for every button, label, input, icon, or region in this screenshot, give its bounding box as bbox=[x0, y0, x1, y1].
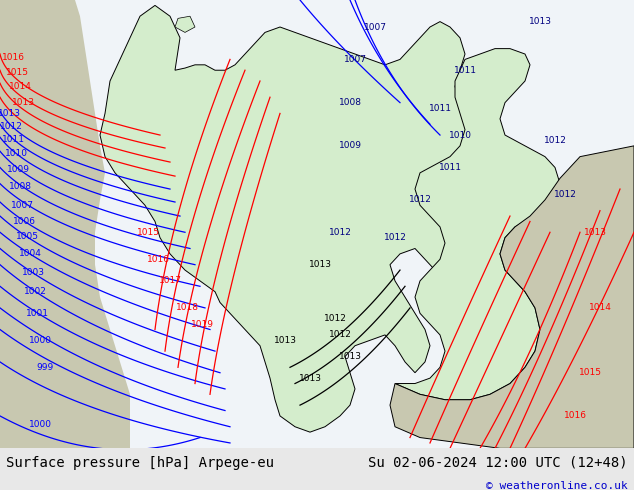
Text: 1007: 1007 bbox=[11, 201, 34, 210]
Text: 1012: 1012 bbox=[384, 233, 406, 242]
Polygon shape bbox=[390, 146, 634, 448]
Text: 1018: 1018 bbox=[176, 303, 198, 313]
Text: 1009: 1009 bbox=[6, 165, 30, 174]
Text: Su 02-06-2024 12:00 UTC (12+48): Su 02-06-2024 12:00 UTC (12+48) bbox=[368, 456, 628, 470]
Text: 1011: 1011 bbox=[429, 103, 451, 113]
Text: 1009: 1009 bbox=[339, 141, 361, 150]
Text: 1011: 1011 bbox=[453, 66, 477, 74]
Text: 1004: 1004 bbox=[18, 249, 41, 258]
Text: 1000: 1000 bbox=[29, 336, 51, 345]
Text: 999: 999 bbox=[36, 363, 54, 372]
Text: Surface pressure [hPa] Arpege-eu: Surface pressure [hPa] Arpege-eu bbox=[6, 456, 275, 470]
Text: 1003: 1003 bbox=[22, 268, 44, 277]
Text: 1008: 1008 bbox=[8, 182, 32, 192]
Text: 1016: 1016 bbox=[146, 255, 169, 264]
Text: 1012: 1012 bbox=[543, 136, 566, 145]
Text: 1005: 1005 bbox=[15, 232, 39, 241]
Text: 1014: 1014 bbox=[588, 303, 611, 313]
Text: 1016: 1016 bbox=[1, 53, 25, 62]
Text: 1019: 1019 bbox=[190, 319, 214, 329]
Text: 1016: 1016 bbox=[564, 412, 586, 420]
Text: 1010: 1010 bbox=[4, 149, 27, 158]
Text: 1013: 1013 bbox=[529, 17, 552, 26]
Text: 1006: 1006 bbox=[13, 217, 36, 226]
Text: 1013: 1013 bbox=[11, 98, 34, 107]
Text: 1013: 1013 bbox=[583, 228, 607, 237]
Text: 1000: 1000 bbox=[29, 420, 51, 429]
Text: 1013: 1013 bbox=[273, 336, 297, 345]
Text: 1012: 1012 bbox=[408, 196, 432, 204]
Text: 1011: 1011 bbox=[439, 163, 462, 172]
Text: 1015: 1015 bbox=[578, 368, 602, 377]
Text: 1007: 1007 bbox=[344, 55, 366, 64]
Text: 1012: 1012 bbox=[0, 122, 22, 131]
Text: 1012: 1012 bbox=[553, 190, 576, 199]
Text: 1012: 1012 bbox=[328, 330, 351, 340]
Text: 1011: 1011 bbox=[1, 135, 25, 144]
Text: 1002: 1002 bbox=[23, 287, 46, 296]
Polygon shape bbox=[100, 5, 505, 432]
Polygon shape bbox=[175, 16, 195, 32]
Text: 1015: 1015 bbox=[6, 68, 29, 77]
Text: 1013: 1013 bbox=[339, 352, 361, 361]
Text: 1013: 1013 bbox=[0, 109, 20, 118]
Text: 1010: 1010 bbox=[448, 130, 472, 140]
Polygon shape bbox=[0, 0, 130, 448]
Text: 1007: 1007 bbox=[363, 23, 387, 31]
Text: 1001: 1001 bbox=[25, 309, 48, 318]
Text: 1014: 1014 bbox=[9, 82, 32, 91]
Polygon shape bbox=[395, 49, 560, 400]
Text: 1013: 1013 bbox=[309, 260, 332, 269]
Text: 1015: 1015 bbox=[136, 228, 160, 237]
Text: © weatheronline.co.uk: © weatheronline.co.uk bbox=[486, 481, 628, 490]
Text: 1013: 1013 bbox=[299, 374, 321, 383]
Text: 1012: 1012 bbox=[328, 228, 351, 237]
Text: 1017: 1017 bbox=[158, 276, 181, 285]
Text: 1008: 1008 bbox=[339, 98, 361, 107]
Text: 1012: 1012 bbox=[323, 314, 346, 323]
